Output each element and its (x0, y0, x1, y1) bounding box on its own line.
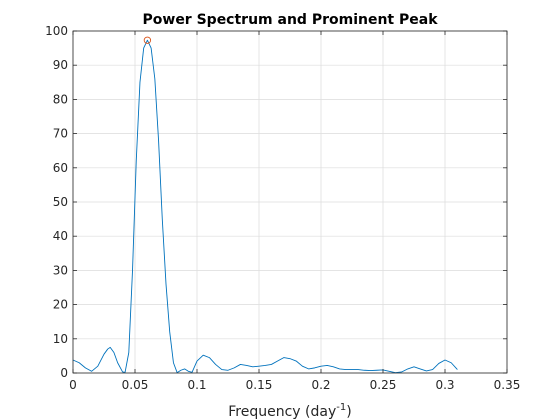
y-tick-label: 80 (53, 92, 68, 106)
y-tick-label: 90 (53, 58, 68, 72)
x-axis-label: Frequency (day-1) (228, 402, 351, 420)
x-axis-label-superscript: -1 (336, 402, 346, 413)
chart-title: Power Spectrum and Prominent Peak (143, 12, 439, 28)
y-tick-label: 70 (53, 127, 68, 141)
y-tick-label: 0 (60, 366, 68, 380)
y-tick-label: 50 (53, 195, 68, 209)
x-tick-label: 0.2 (311, 378, 330, 392)
y-tick-label: 30 (53, 263, 68, 277)
x-axis-label-suffix: ) (346, 404, 351, 420)
x-tick-label: 0.3 (435, 378, 454, 392)
x-tick-label: 0 (69, 378, 77, 392)
y-tick-label: 60 (53, 161, 68, 175)
x-tick-label: 0.35 (494, 378, 521, 392)
y-tick-label: 100 (45, 24, 68, 38)
y-tick-label: 20 (53, 298, 68, 312)
tick-marks (72, 30, 508, 374)
peak-marker (143, 36, 152, 44)
x-tick-label: 0.05 (122, 378, 149, 392)
x-axis-label-main: Frequency (day (228, 404, 336, 420)
x-tick-label: 0.25 (370, 378, 397, 392)
y-tick-label: 10 (53, 332, 68, 346)
tick-labels: 0 0.05 0.1 0.15 0.2 0.25 0.3 0.35 0 10 20 30 40 50 60 7… (45, 24, 520, 392)
x-tick-label: 0.1 (187, 378, 206, 392)
grid-lines (72, 30, 508, 374)
y-tick-label: 40 (53, 229, 68, 243)
x-tick-label: 0.15 (246, 378, 273, 392)
